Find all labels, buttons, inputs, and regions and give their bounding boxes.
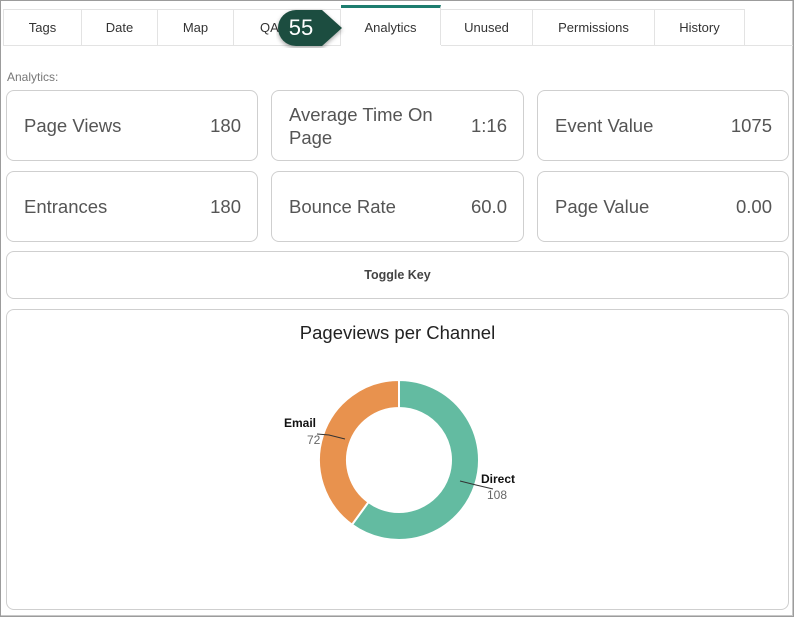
slice-label-email: Email	[284, 416, 316, 430]
tab-bar: Tags Date Map QA Analytics Unused Permis…	[3, 5, 745, 46]
metric-event-value: Event Value 1075	[537, 90, 789, 161]
chart-panel: Pageviews per Channel Direct 108 Email 72	[6, 309, 789, 610]
metric-page-views: Page Views 180	[6, 90, 258, 161]
tab-history[interactable]: History	[655, 9, 745, 46]
slice-email[interactable]	[318, 378, 400, 527]
slice-value-email: 72	[307, 433, 321, 447]
donut-chart: Direct 108 Email 72	[284, 378, 515, 541]
tab-analytics[interactable]: Analytics	[341, 5, 441, 46]
tab-unused[interactable]: Unused	[441, 9, 533, 46]
metric-value: 0.00	[735, 195, 772, 217]
metric-label: Average Time On Page	[289, 103, 433, 148]
chart-title: Pageviews per Channel	[299, 322, 496, 343]
toggle-key-button[interactable]: Toggle Key	[6, 251, 789, 299]
tab-map[interactable]: Map	[158, 9, 234, 46]
metric-value: 1:16	[470, 114, 507, 136]
metric-label: Page Views	[24, 115, 122, 136]
metric-label: Event Value	[555, 115, 654, 136]
tab-tags[interactable]: Tags	[3, 9, 82, 46]
step-number: 55	[288, 15, 314, 40]
label-connector-direct	[459, 480, 494, 490]
metric-value: 180	[210, 114, 241, 136]
tab-permissions[interactable]: Permissions	[533, 9, 655, 46]
metric-average-time-on-page: Average Time On Page 1:16	[271, 90, 524, 161]
metric-page-value: Page Value 0.00	[537, 171, 789, 242]
metric-label: Page Value	[555, 196, 650, 217]
tab-date[interactable]: Date	[82, 9, 158, 46]
slice-label-direct: Direct	[481, 472, 515, 486]
metric-value: 60.0	[470, 195, 507, 217]
step-callout: 55	[276, 8, 348, 48]
metric-value: 1075	[730, 114, 772, 136]
metric-bounce-rate: Bounce Rate 60.0	[271, 171, 524, 242]
slice-direct[interactable]	[350, 378, 480, 541]
section-label: Analytics:	[7, 70, 59, 84]
metric-label: Entrances	[24, 196, 108, 217]
step-callout-shape	[278, 10, 342, 46]
label-connector-email	[316, 433, 346, 440]
metric-value: 180	[210, 195, 241, 217]
metric-entrances: Entrances 180	[6, 171, 258, 242]
slice-value-direct: 108	[487, 488, 507, 502]
metric-label: Bounce Rate	[289, 196, 396, 217]
